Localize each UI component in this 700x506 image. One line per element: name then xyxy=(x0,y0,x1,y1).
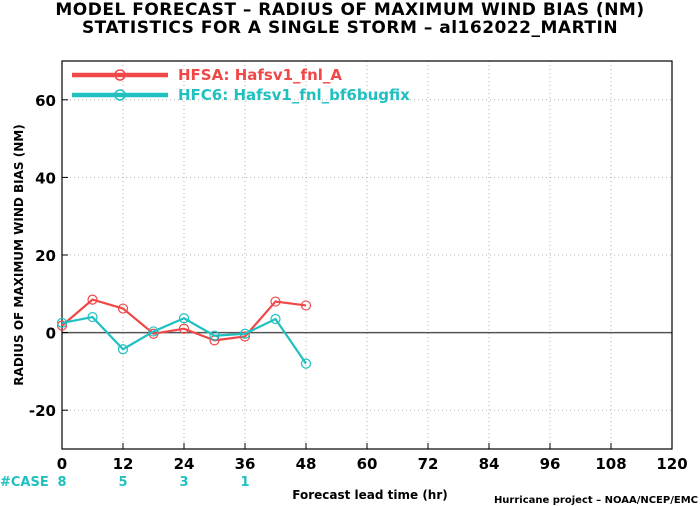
data-point xyxy=(239,328,251,339)
chart-subtitle: STATISTICS FOR A SINGLE STORM – al162022… xyxy=(81,18,619,38)
grid-lines xyxy=(62,61,672,449)
case-count: 5 xyxy=(118,475,127,490)
series-1 xyxy=(56,294,312,346)
data-point xyxy=(270,296,281,307)
legend-marker xyxy=(114,69,126,81)
x-tick-label: 60 xyxy=(357,455,378,473)
x-tick-label: 0 xyxy=(57,455,67,473)
x-tick-label: 48 xyxy=(296,455,317,473)
y-tick-label: -20 xyxy=(29,402,56,420)
y-tick-label: 0 xyxy=(46,325,56,343)
data-point xyxy=(300,358,312,369)
x-tick-label: 72 xyxy=(418,455,439,473)
x-tick-label: 12 xyxy=(113,455,134,473)
data-point xyxy=(87,294,98,305)
x-tick-label: 24 xyxy=(174,455,195,473)
series-group xyxy=(56,294,312,369)
y-axis-label: RADIUS OF MAXIMUM WIND BIAS (NM) xyxy=(12,124,26,385)
data-point xyxy=(209,330,220,341)
x-tick-label: 84 xyxy=(479,455,500,473)
data-point xyxy=(56,317,68,328)
case-counts: #CASE 8 5 3 1 xyxy=(0,475,250,490)
x-axis-label: Forecast lead time (hr) xyxy=(292,488,448,502)
data-point xyxy=(178,323,190,334)
series-line xyxy=(61,315,307,365)
data-point xyxy=(117,344,129,355)
case-count: 3 xyxy=(179,475,188,490)
data-point xyxy=(239,331,251,342)
credit-text: Hurricane project – NOAA/NCEP/EMC xyxy=(494,495,698,506)
case-count: 8 xyxy=(57,475,66,490)
y-tick-label: 40 xyxy=(35,169,56,187)
legend-marker xyxy=(114,89,126,101)
data-point xyxy=(300,300,312,311)
data-point xyxy=(148,326,159,337)
legend: HFSA: Hafsv1_fnl_A HFC6: Hafsv1_fnl_bf6bu… xyxy=(72,66,410,104)
data-point xyxy=(56,320,68,331)
series-line xyxy=(61,298,307,342)
series-2 xyxy=(56,311,312,369)
data-point xyxy=(270,313,281,325)
y-tick-label: 20 xyxy=(35,247,56,265)
legend-entry: HFC6: Hafsv1_fnl_bf6bugfix xyxy=(178,86,410,104)
x-tick-label: 108 xyxy=(595,455,626,473)
data-point xyxy=(117,303,129,314)
case-count: 1 xyxy=(240,475,249,490)
x-tick-label: 96 xyxy=(540,455,561,473)
data-point xyxy=(87,311,98,323)
axis-ticks: 0 12 24 36 48 60 72 84 96 108 120 -20 0 20 40 60 xyxy=(29,92,688,473)
case-label: #CASE xyxy=(0,475,49,490)
x-tick-label: 36 xyxy=(235,455,256,473)
data-point xyxy=(178,313,190,324)
chart-title: MODEL FORECAST – RADIUS OF MAXIMUM WIND … xyxy=(55,0,645,20)
y-tick-label: 60 xyxy=(35,92,56,110)
legend-entry: HFSA: Hafsv1_fnl_A xyxy=(178,66,342,84)
x-tick-label: 120 xyxy=(656,455,687,473)
